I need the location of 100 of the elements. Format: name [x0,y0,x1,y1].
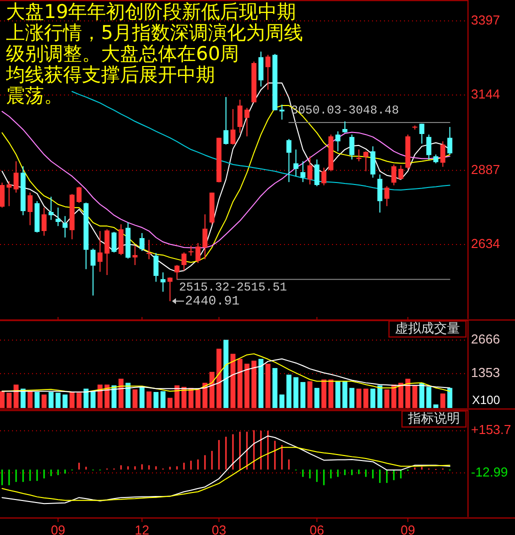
candlestick [419,123,424,144]
bar [230,354,236,408]
candlestick [140,232,145,252]
candlestick [28,192,33,226]
bar [300,382,306,408]
bar [48,392,54,408]
candlestick [377,174,382,214]
candlestick [195,242,200,264]
candlestick [440,140,446,168]
y-tick-label: 2887 [471,162,500,177]
bar [90,391,96,408]
candlestick [160,272,166,292]
bar [293,377,298,408]
bar [76,392,82,408]
bar [112,385,117,408]
bar [0,391,5,408]
candlestick [307,156,312,185]
candlestick [293,149,298,177]
candlestick [349,134,354,160]
bar [174,385,180,408]
bar [14,384,19,408]
bar [335,381,340,408]
annotation: 虚拟成交量 [395,320,460,337]
candlestick [132,245,138,266]
bar [342,381,348,408]
bar [6,392,12,408]
candlestick [244,107,250,137]
line-series [2,446,450,501]
bar [209,372,214,408]
bar [154,392,158,408]
y-tick-label: +153.7 [471,422,512,438]
candlestick [174,264,180,280]
bar [118,378,124,408]
annotation: 指标说明 [407,412,460,427]
candlestick [398,164,404,180]
annotation: 2440.91 [184,294,240,309]
candlestick [384,186,390,207]
candlestick [321,167,326,186]
bar [132,389,138,408]
candlestick [286,138,292,183]
candlestick [112,231,117,253]
candlestick [0,182,5,208]
bar [286,374,292,408]
bar [272,368,278,408]
bar [314,388,320,408]
bar [419,382,424,408]
candlestick [258,51,264,87]
bar [56,392,61,408]
candlestick [237,99,242,134]
x-tick-label: 03 [212,522,226,535]
bar [244,364,250,408]
bar [34,392,40,408]
candlestick [98,230,103,272]
x-tick-label: 09 [400,522,416,535]
bar [356,388,362,408]
candlestick [363,150,368,172]
bar [349,388,354,408]
candlestick [154,252,158,282]
bar [28,391,33,408]
candlestick [14,160,19,194]
candlestick [265,54,270,90]
bar [370,388,376,408]
candlestick [370,146,376,178]
candlestick [230,108,236,146]
bar [384,389,390,408]
text: 大盘19年年初创阶段新低后现中期上涨行情，5月指数深调演化为周线级别调整。大盘总体在60周均线获得支撑后展开中期震荡。 [5,1,304,107]
candlestick [146,239,152,260]
bar [202,382,208,408]
bar [412,385,418,408]
candlestick [342,120,348,134]
bar [167,398,172,408]
candlestick [391,164,396,186]
y-tick-label: 2666 [471,332,500,347]
candlestick [6,180,12,207]
bar [440,394,446,408]
y-tick-label: 2634 [471,236,500,251]
bar [160,391,166,408]
candlestick [188,245,194,256]
bar [20,388,26,408]
bar [84,388,89,408]
candlestick [42,207,47,236]
bar [279,394,284,408]
y-tick-label: 3397 [471,12,500,28]
line-series [2,435,450,504]
bar [307,381,312,408]
bar [98,384,103,408]
bar [70,392,75,408]
bar [398,382,404,408]
bar [188,388,194,408]
annotation: 2515.32-2515.51 [178,280,288,295]
bar [265,364,270,408]
candlestick [76,186,82,204]
candlestick [447,126,452,156]
candlestick [300,160,306,183]
bar [42,394,47,408]
bar [251,360,256,408]
bar [405,378,410,408]
candlestick [90,248,96,296]
bar [62,394,68,408]
bar [377,385,382,408]
